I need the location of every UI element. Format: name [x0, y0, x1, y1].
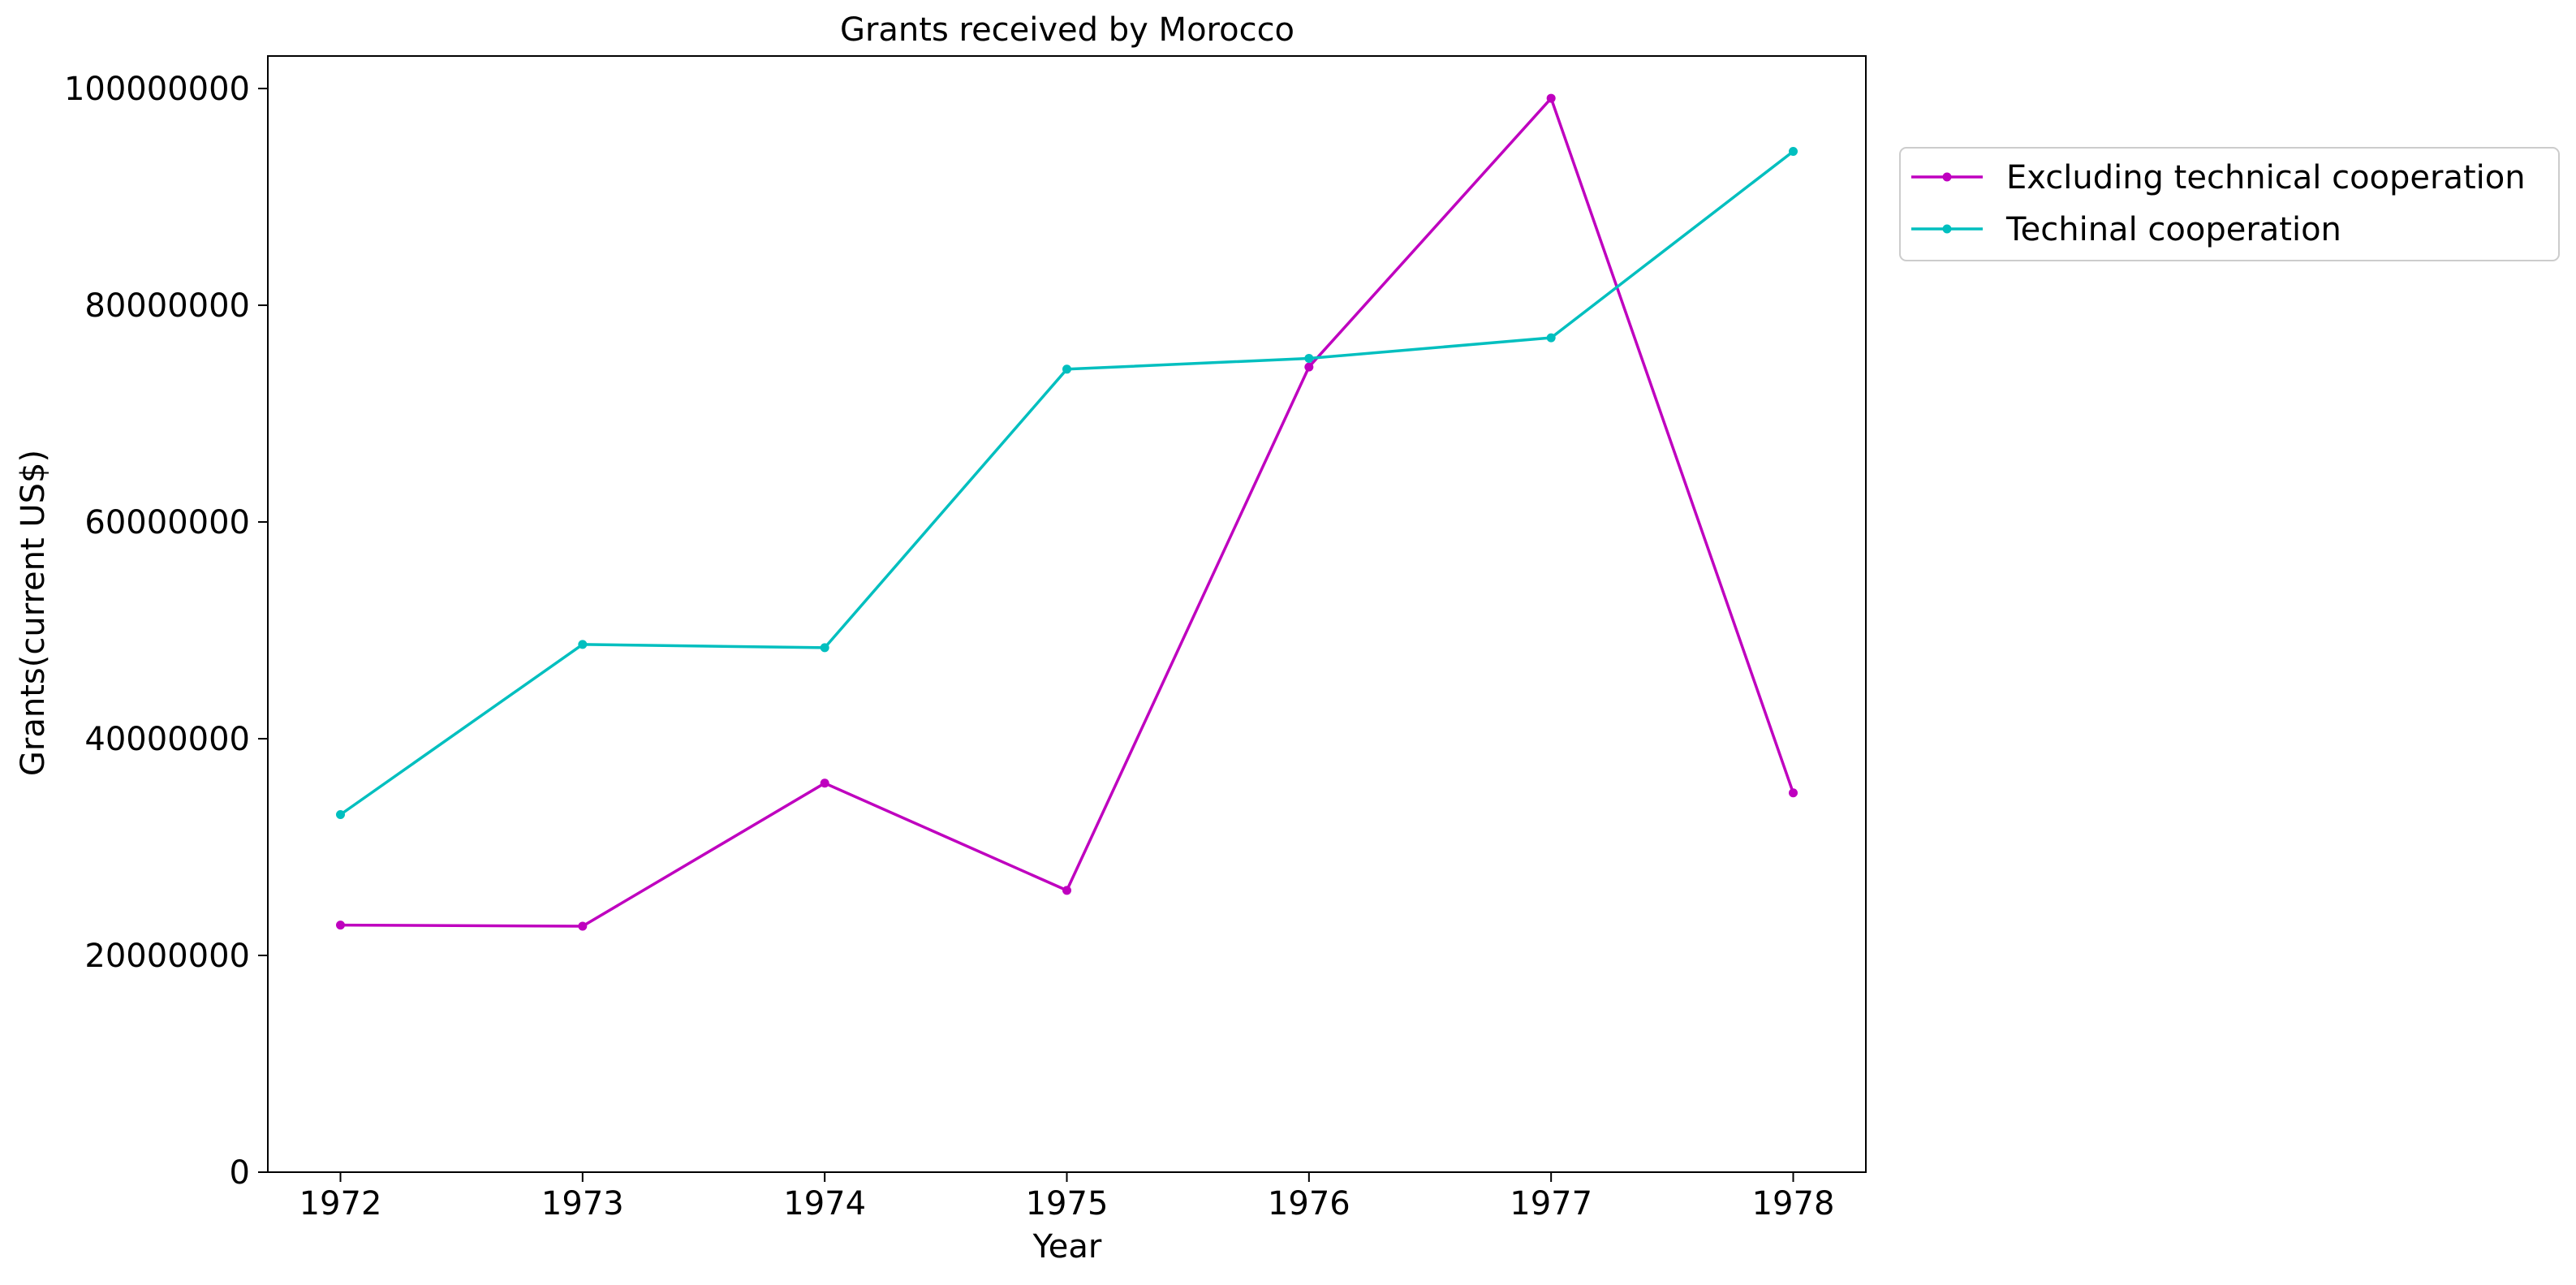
- legend-label-2: Techinal cooperation: [2005, 211, 2341, 248]
- x-tick-label: 1977: [1510, 1185, 1592, 1222]
- legend-marker-2: [1942, 224, 1952, 234]
- legend-label-1: Excluding technical cooperation: [2006, 159, 2526, 196]
- data-point: [578, 640, 588, 649]
- y-axis-ticks: 0 20000000 40000000 60000000 80000000 1000000…: [64, 71, 268, 1192]
- data-point: [1546, 93, 1556, 103]
- data-point: [336, 809, 345, 819]
- y-tick-label: 100000000: [64, 71, 250, 108]
- series-layer: [336, 93, 1798, 931]
- x-tick-label: 1974: [783, 1185, 866, 1222]
- data-point: [1304, 353, 1314, 363]
- y-tick-label: 80000000: [84, 287, 250, 325]
- data-point: [1789, 788, 1798, 798]
- legend-frame: [1899, 147, 2560, 261]
- x-tick-label: 1973: [541, 1185, 624, 1222]
- x-tick-label: 1976: [1268, 1185, 1350, 1222]
- y-tick-label: 40000000: [84, 721, 250, 758]
- data-point: [1062, 364, 1071, 374]
- x-tick-label: 1975: [1026, 1185, 1109, 1222]
- y-tick-label: 0: [230, 1154, 250, 1192]
- x-axis-ticks: 1972 1973 1974 1975 1976 1977 1978: [299, 1172, 1835, 1222]
- y-tick-label: 60000000: [84, 504, 250, 541]
- x-tick-label: 1978: [1752, 1185, 1835, 1222]
- legend: Excluding technical cooperation Techinal …: [1899, 147, 2560, 261]
- data-point: [1304, 362, 1314, 372]
- data-point: [578, 921, 588, 931]
- legend-marker-1: [1942, 172, 1952, 182]
- data-point: [1062, 886, 1071, 895]
- data-point: [820, 643, 829, 653]
- data-point: [336, 921, 345, 930]
- chart-title: Grants received by Morocco: [840, 11, 1294, 49]
- plot-area-frame: [267, 55, 1867, 1173]
- y-axis-label: Grants(current US$): [15, 450, 52, 776]
- data-point: [820, 778, 829, 788]
- x-axis-label: Year: [1032, 1228, 1102, 1266]
- y-tick-label: 20000000: [84, 938, 250, 975]
- x-tick-label: 1972: [299, 1185, 382, 1222]
- data-point: [1789, 146, 1798, 156]
- data-point: [1546, 333, 1556, 343]
